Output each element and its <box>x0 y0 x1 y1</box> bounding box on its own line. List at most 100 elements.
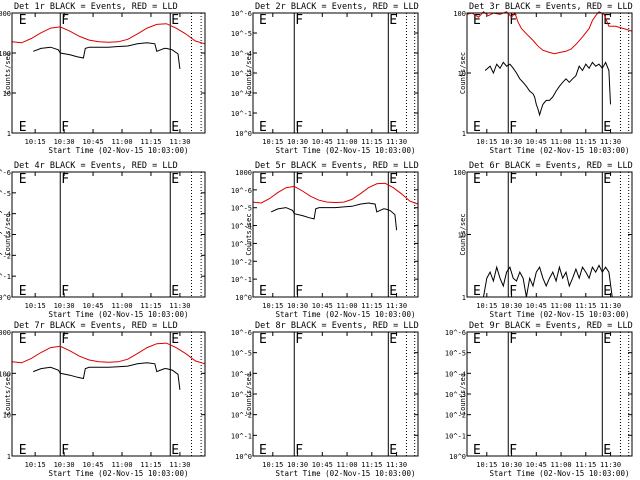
x-tick-label: 10:15 <box>476 461 497 469</box>
marker-label-top: F <box>295 172 303 187</box>
x-tick-label: 10:45 <box>526 302 547 310</box>
x-tick-label: 11:30 <box>386 461 407 469</box>
marker-label-bottom: E <box>259 443 267 458</box>
y-tick-label: 10^-6 <box>231 10 252 18</box>
y-tick-label: 100 <box>0 370 11 378</box>
x-tick-label: 10:30 <box>54 138 75 146</box>
panel-title: Det 5r BLACK = Events, RED = LLD <box>255 161 419 171</box>
x-axis-label: Start Time (02-Nov-15 10:03:00) <box>49 310 189 319</box>
x-tick-label: 11:30 <box>169 302 190 310</box>
y-tick-label: 1 <box>462 130 466 138</box>
marker-label-bottom: F <box>509 284 517 299</box>
marker-label-bottom: E <box>473 443 481 458</box>
x-tick-label: 11:00 <box>337 138 358 146</box>
marker-label-top: E <box>389 13 397 28</box>
marker-label-top: E <box>473 13 481 28</box>
marker-label-bottom: F <box>295 120 303 135</box>
y-tick-label: 1 <box>7 453 11 461</box>
x-axis-label: Start Time (02-Nov-15 10:03:00) <box>490 310 630 319</box>
panel-det-8r: Det 8r BLACK = Events, RED = LLD Counts/s… <box>231 321 419 478</box>
events-series-line <box>270 202 398 231</box>
marker-label-bottom: E <box>259 120 267 135</box>
marker-label-bottom: F <box>295 284 303 299</box>
lld-series-line <box>11 23 206 45</box>
y-tick-label: 10^-1 <box>231 276 252 284</box>
marker-label-bottom: E <box>171 284 179 299</box>
y-tick-label: 100 <box>0 50 11 58</box>
plot-frame <box>466 171 633 298</box>
plot-frame <box>252 12 419 134</box>
y-tick-label: 10^-1 <box>0 273 11 281</box>
x-tick-label: 11:00 <box>337 461 358 469</box>
marker-label-bottom: E <box>389 284 397 299</box>
marker-label-bottom: F <box>61 443 69 458</box>
marker-label-top: F <box>61 332 69 347</box>
y-axis-label: Counts/sec <box>245 213 253 255</box>
y-tick-label: 10^-4 <box>0 211 11 219</box>
y-tick-label: 10^-6 <box>231 187 252 195</box>
panel-det-1r: Det 1r BLACK = Events, RED = LLD Counts/s… <box>0 2 206 155</box>
y-tick-label: 1000 <box>235 169 252 177</box>
x-tick-label: 10:30 <box>287 138 308 146</box>
x-tick-label: 10:30 <box>501 302 522 310</box>
marker-label-bottom: E <box>473 120 481 135</box>
y-tick-label: 10^-4 <box>231 223 252 231</box>
marker-label-bottom: E <box>19 443 27 458</box>
marker-label-top: F <box>509 332 517 347</box>
x-tick-label: 10:15 <box>476 302 497 310</box>
panel-det-6r: Det 6r BLACK = Events, RED = LLD Counts/s… <box>453 161 632 319</box>
x-tick-label: 10:15 <box>262 461 283 469</box>
x-tick-label: 10:45 <box>83 461 104 469</box>
marker-label-bottom: F <box>509 443 517 458</box>
marker-label-bottom: F <box>61 284 69 299</box>
x-tick-label: 10:45 <box>312 138 333 146</box>
marker-label-bottom: E <box>171 120 179 135</box>
x-tick-label: 10:15 <box>25 138 46 146</box>
y-tick-label: 10 <box>3 90 11 98</box>
marker-label-top: F <box>61 13 69 28</box>
x-tick-label: 11:15 <box>575 461 596 469</box>
y-tick-label: 10^-2 <box>231 258 252 266</box>
marker-label-top: F <box>61 172 69 187</box>
x-tick-label: 11:00 <box>111 461 132 469</box>
x-axis-label: Start Time (02-Nov-15 10:03:00) <box>276 310 416 319</box>
marker-label-top: E <box>259 332 267 347</box>
x-axis-label: Start Time (02-Nov-15 10:03:00) <box>49 469 189 478</box>
x-tick-label: 11:15 <box>575 138 596 146</box>
panel-title: Det 7r BLACK = Events, RED = LLD <box>14 321 178 331</box>
y-tick-label: 10^-4 <box>231 50 252 58</box>
x-tick-label: 10:15 <box>25 302 46 310</box>
x-tick-label: 10:15 <box>262 138 283 146</box>
x-tick-label: 10:30 <box>287 461 308 469</box>
y-tick-label: 10 <box>458 70 466 78</box>
y-axis-label: Counts/sec <box>245 373 253 415</box>
marker-label-bottom: E <box>19 284 27 299</box>
x-tick-label: 10:45 <box>312 461 333 469</box>
y-tick-label: 10^0 <box>235 453 252 461</box>
marker-label-top: E <box>19 172 27 187</box>
marker-label-top: E <box>259 172 267 187</box>
y-tick-label: 1000 <box>0 10 11 18</box>
events-series-line <box>33 362 181 390</box>
y-tick-label: 10^-3 <box>231 70 252 78</box>
x-tick-label: 10:30 <box>54 461 75 469</box>
x-tick-label: 10:15 <box>25 461 46 469</box>
y-tick-label: 10^-1 <box>231 110 252 118</box>
marker-label-bottom: F <box>61 120 69 135</box>
panel-det-7r: Det 7r BLACK = Events, RED = LLD Counts/s… <box>0 321 206 478</box>
panel-title: Det 4r BLACK = Events, RED = LLD <box>14 161 178 171</box>
plot-frame <box>11 331 206 457</box>
marker-label-top: E <box>171 332 179 347</box>
y-tick-label: 10^-3 <box>231 391 252 399</box>
panel-det-3r: Det 3r BLACK = Events, RED = LLD Counts/s… <box>453 2 632 155</box>
y-tick-label: 10^-2 <box>231 412 252 420</box>
events-series-line <box>483 264 613 298</box>
x-tick-label: 11:30 <box>600 302 621 310</box>
y-axis-label: Counts/sec <box>245 52 253 94</box>
panel-title: Det 9r BLACK = Events, RED = LLD <box>469 321 633 331</box>
y-tick-label: 10^0 <box>235 294 252 302</box>
y-axis-label: Counts/sec <box>459 373 467 415</box>
x-tick-label: 10:45 <box>83 302 104 310</box>
x-tick-label: 10:15 <box>262 302 283 310</box>
